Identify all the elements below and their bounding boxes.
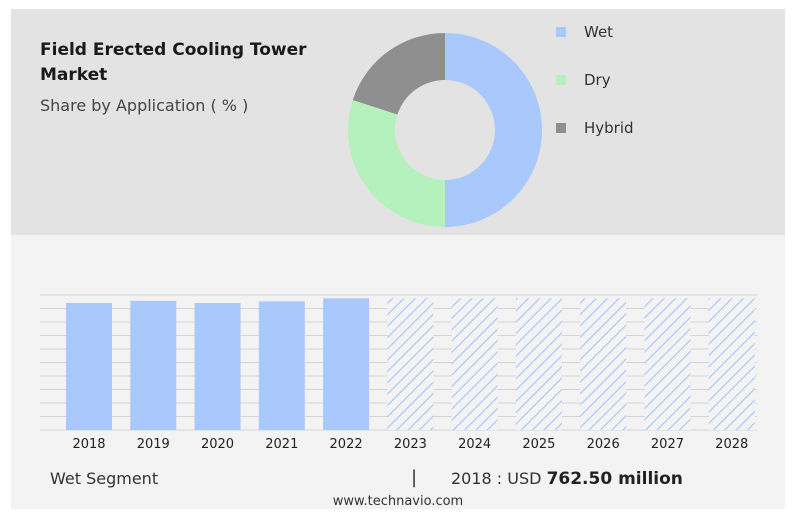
bar-2020 (194, 303, 241, 430)
x-tick-label: 2025 (522, 437, 555, 452)
value-prefix: 2018 : USD (451, 469, 542, 488)
donut-slice-dry (348, 100, 445, 227)
donut-chart (348, 33, 542, 227)
segment-label: Wet Segment (50, 469, 159, 488)
watermark-text: www.technavio.com (332, 494, 464, 509)
segment-value: 2018 : USD 762.50 million (451, 469, 683, 489)
chart-subtitle: Share by Application ( % ) (40, 96, 249, 115)
x-tick-label: 2021 (265, 437, 298, 452)
bar-2019 (130, 300, 177, 430)
x-tick-label: 2023 (394, 437, 427, 452)
x-tick-label: 2027 (651, 437, 684, 452)
legend-swatch (556, 123, 566, 133)
x-tick-label: 2020 (201, 437, 234, 452)
bar-2022 (323, 298, 370, 430)
x-tick-label: 2018 (72, 437, 105, 452)
donut-slice-wet (445, 33, 542, 227)
info-separator: | (411, 467, 418, 488)
x-tick-label: 2022 (330, 437, 363, 452)
forecast-bar-2025 (515, 298, 562, 430)
legend-swatch (556, 75, 566, 85)
bar-2021 (258, 301, 305, 430)
forecast-bar-2024 (451, 298, 498, 430)
legend-swatch (556, 27, 566, 37)
donut-slice-hybrid (352, 33, 445, 115)
forecast-bar-2023 (387, 298, 434, 430)
forecast-bar-2028 (708, 298, 755, 430)
x-tick-label: 2024 (458, 437, 491, 452)
legend-label: Dry (584, 71, 611, 89)
forecast-bar-2026 (580, 298, 627, 430)
legend-label: Wet (584, 23, 614, 41)
forecast-bar-2027 (644, 298, 691, 430)
value-amount: 762.50 million (546, 469, 683, 489)
x-tick-label: 2026 (587, 437, 620, 452)
chart-title: Field Erected Cooling Tower Market (40, 40, 307, 85)
bar-2018 (66, 302, 112, 430)
x-tick-label: 2028 (715, 437, 748, 452)
legend-label: Hybrid (584, 119, 634, 137)
x-tick-label: 2019 (137, 437, 170, 452)
